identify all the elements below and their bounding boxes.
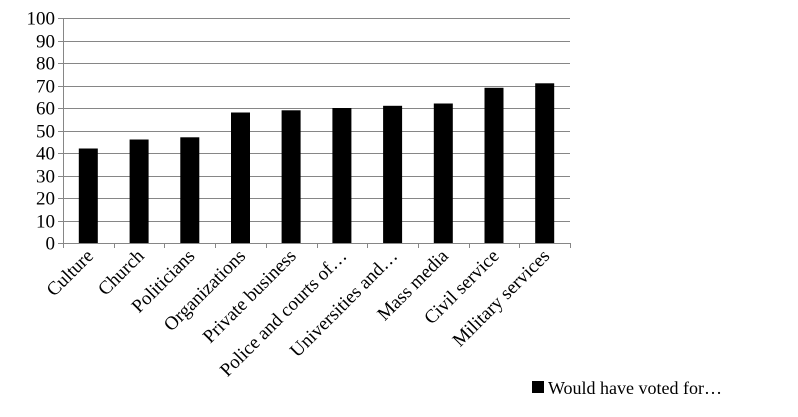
y-tick-label: 20 (36, 189, 55, 210)
y-tick-label: 0 (46, 234, 56, 255)
bar (484, 87, 504, 244)
bar (78, 148, 98, 243)
bar (433, 103, 453, 243)
bar (535, 83, 555, 244)
y-tick-label: 60 (36, 99, 55, 120)
bar (129, 139, 149, 243)
x-tick-labels: CultureChurchPoliticiansOrganizationsPri… (43, 245, 554, 381)
y-tick-label: 70 (36, 77, 55, 98)
bar (332, 108, 352, 243)
legend-label: Would have voted for… (548, 378, 722, 398)
bar (180, 137, 200, 244)
y-tick-label: 50 (36, 122, 55, 143)
y-tick-label: 80 (36, 54, 55, 75)
y-tick-label: 100 (27, 9, 56, 30)
y-tick-label: 30 (36, 167, 55, 188)
y-tick-label: 10 (36, 212, 55, 233)
bar (383, 105, 403, 244)
y-tick-label: 90 (36, 32, 55, 53)
legend: Would have voted for… (532, 378, 722, 398)
bar (231, 112, 250, 243)
legend-swatch (532, 381, 544, 393)
axes (58, 18, 571, 248)
bars (78, 83, 555, 244)
y-tick-label: 40 (36, 144, 55, 165)
bar (281, 110, 301, 244)
